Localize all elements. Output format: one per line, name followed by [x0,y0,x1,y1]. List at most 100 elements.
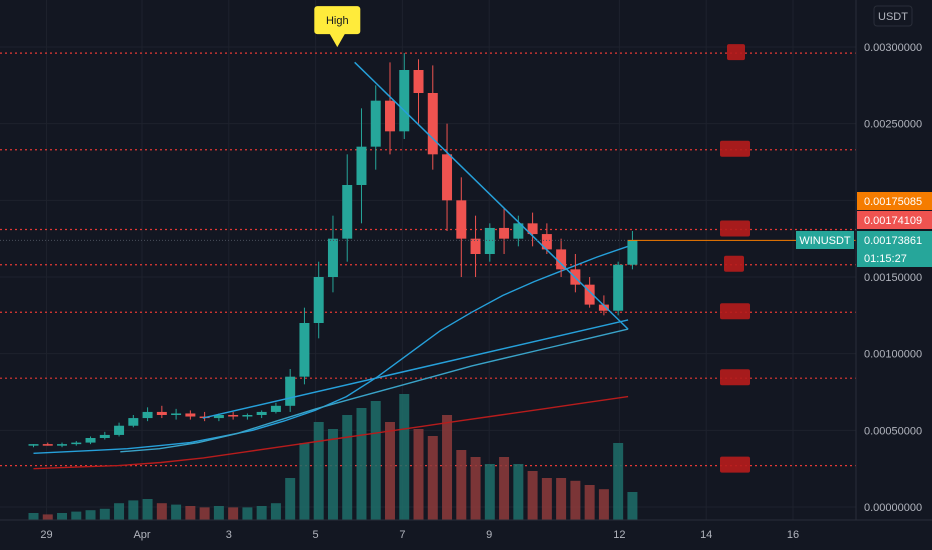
volume-bar [541,478,552,520]
candle-body [499,227,510,239]
level-marker [727,44,745,61]
time-axis-tick: 3 [226,529,232,541]
volume-bar [427,436,438,520]
level-marker [724,255,744,272]
candle-body [99,434,110,438]
high-marker-badge [314,6,361,35]
candle-body [228,415,239,417]
price-axis-tick: 0.00100000 [864,349,922,361]
volume-bar [385,422,395,520]
time-axis-tick: 16 [787,529,799,541]
volume-bar [57,513,68,520]
currency-badge: USDT [878,11,908,23]
time-axis-tick: 14 [700,529,712,541]
volume-bar [228,507,239,520]
price-label-badge [857,192,932,210]
price-label-value: 0.00174109 [864,215,922,227]
price-label-value: 0.00173861 [864,235,922,247]
candle-body [213,415,224,419]
high-marker-pointer [329,33,346,48]
volume-bar [114,503,125,520]
price-label-badge [857,231,932,267]
volume-bar [456,450,467,520]
volume-bar [71,511,82,520]
volume-bar [470,457,481,520]
volume-bar [242,507,253,520]
candle-countdown: 01:15:27 [864,253,907,265]
volume-bar [256,506,267,520]
volume-bar [442,415,453,520]
volume-bar [185,506,196,520]
candle-body [114,425,125,435]
candle-body [370,100,381,147]
candle-body [627,240,638,265]
moving-average-line [33,245,629,454]
symbol-label: WINUSDT [799,235,851,247]
price-axis[interactable]: USDT0.003000000.002500000.002000000.0015… [855,0,932,550]
candle-body [85,438,96,443]
candle-body [527,223,538,235]
volume-bar [199,507,210,520]
volume-bar [556,478,567,520]
candle-body [142,411,153,419]
candle-body [270,405,281,412]
volume-bar [285,478,296,520]
symbol-badge [796,231,854,249]
candle-body [399,70,410,132]
candle-body [342,185,353,239]
candle-body [513,223,524,239]
time-axis-tick: Apr [133,529,150,541]
volume-bar [327,429,338,520]
price-axis-tick: 0.00050000 [864,425,922,437]
trendline [354,61,629,330]
volume-bar [584,485,595,520]
level-marker [720,220,750,237]
volume-bar [171,504,182,520]
candle-body [584,284,595,305]
candle-body [256,411,267,415]
volume-bars [28,394,638,520]
candle-body [598,304,609,311]
candle-body [156,411,167,415]
volume-bar [156,503,167,520]
volume-bar [299,443,310,520]
candle-body [541,234,552,250]
high-marker-label: High [326,15,349,27]
candle-body [42,444,53,446]
price-label-badge [857,211,932,229]
trendlines[interactable] [202,61,629,419]
level-marker [720,369,750,386]
volume-bar [499,457,510,520]
volume-bar [484,464,495,520]
time-axis[interactable]: 29 Apr 3 5 7 9 12 14 16 [0,519,932,541]
moving-average-line [120,328,629,453]
price-labels: 0.00175085 0.00174109 0.00173861 01:15:27 WI… [796,192,932,267]
volume-bar [128,500,139,520]
candle-body [484,227,495,254]
volume-bar [399,394,410,520]
price-label-value: 0.00175085 [864,196,922,208]
candle-body [456,200,467,239]
volume-bar [28,513,39,520]
level-marker [720,303,750,320]
candle-body [313,277,324,323]
candle-body [470,238,481,254]
volume-bar [598,489,609,520]
volume-bar [570,480,581,520]
candle-body [413,70,424,93]
volume-bar [342,415,353,520]
time-axis-tick: 5 [313,529,319,541]
candle-body [28,444,39,446]
volume-bar [313,422,324,520]
candle-body [299,323,310,377]
candle-body [128,418,139,426]
candle-body [556,249,567,270]
volume-bar [356,408,367,520]
candle-body [71,442,82,445]
volume-bar [270,503,281,520]
candle-body [171,413,182,415]
candle-body [285,376,296,406]
candle-body [356,146,367,185]
price-axis-tick: 0.00150000 [864,272,922,284]
